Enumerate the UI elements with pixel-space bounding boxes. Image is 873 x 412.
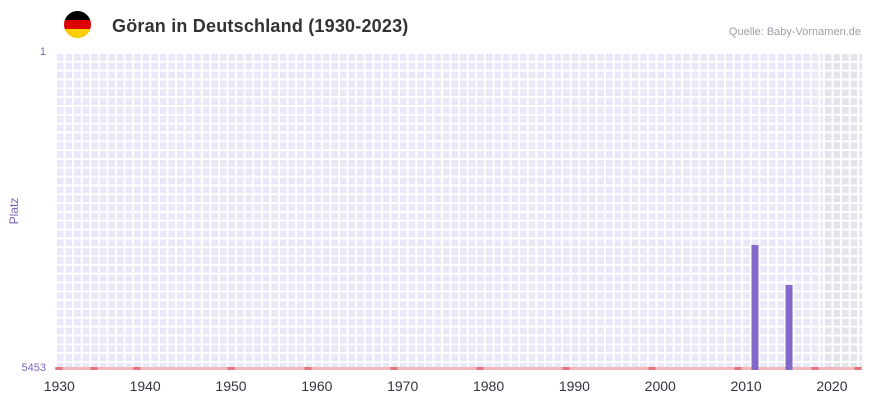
rank-marker-1989 xyxy=(562,366,570,370)
x-tick-1970: 1970 xyxy=(387,378,419,394)
rank-marker-1930 xyxy=(55,366,63,370)
x-tick-1940: 1940 xyxy=(129,378,161,394)
y-tick-top: 1 xyxy=(39,46,46,58)
rank-marker-1999 xyxy=(648,366,656,370)
x-tick-1980: 1980 xyxy=(472,378,505,394)
rank-marker-1969 xyxy=(390,366,398,370)
rank-marker-1950 xyxy=(227,366,235,370)
chart-title: Göran in Deutschland (1930-2023) xyxy=(112,16,409,36)
rank-marker-1934 xyxy=(90,366,98,370)
x-tick-1950: 1950 xyxy=(215,378,247,394)
rank-marker-1959 xyxy=(304,366,312,370)
rank-marker-2018 xyxy=(811,366,819,370)
rank-bar-2015 xyxy=(785,284,793,370)
rank-marker-2023 xyxy=(854,366,862,370)
x-axis-line xyxy=(55,367,862,370)
y-axis-label: Platz xyxy=(7,197,21,225)
y-tick-bottom: 5453 xyxy=(21,362,46,374)
rank-marker-2009 xyxy=(734,366,742,370)
x-tick-1960: 1960 xyxy=(301,378,333,394)
recent-years-shaded-region xyxy=(823,52,862,370)
x-tick-1990: 1990 xyxy=(558,378,590,394)
x-axis-tick-labels: 1930 1940 1950 1960 1970 1980 1990 2000 2010 2020 xyxy=(44,378,862,398)
x-tick-2020: 2020 xyxy=(816,378,848,394)
source-attribution: Quelle: Baby-Vornamen.de xyxy=(728,26,861,38)
rank-marker-1979 xyxy=(476,366,484,370)
rank-bar-2011 xyxy=(751,245,759,370)
x-tick-2010: 2010 xyxy=(730,378,762,394)
plot-area xyxy=(55,52,862,370)
german-flag-icon xyxy=(64,11,91,38)
x-tick-2000: 2000 xyxy=(644,378,676,394)
rank-marker-1939 xyxy=(133,366,141,370)
x-tick-1930: 1930 xyxy=(43,378,75,394)
